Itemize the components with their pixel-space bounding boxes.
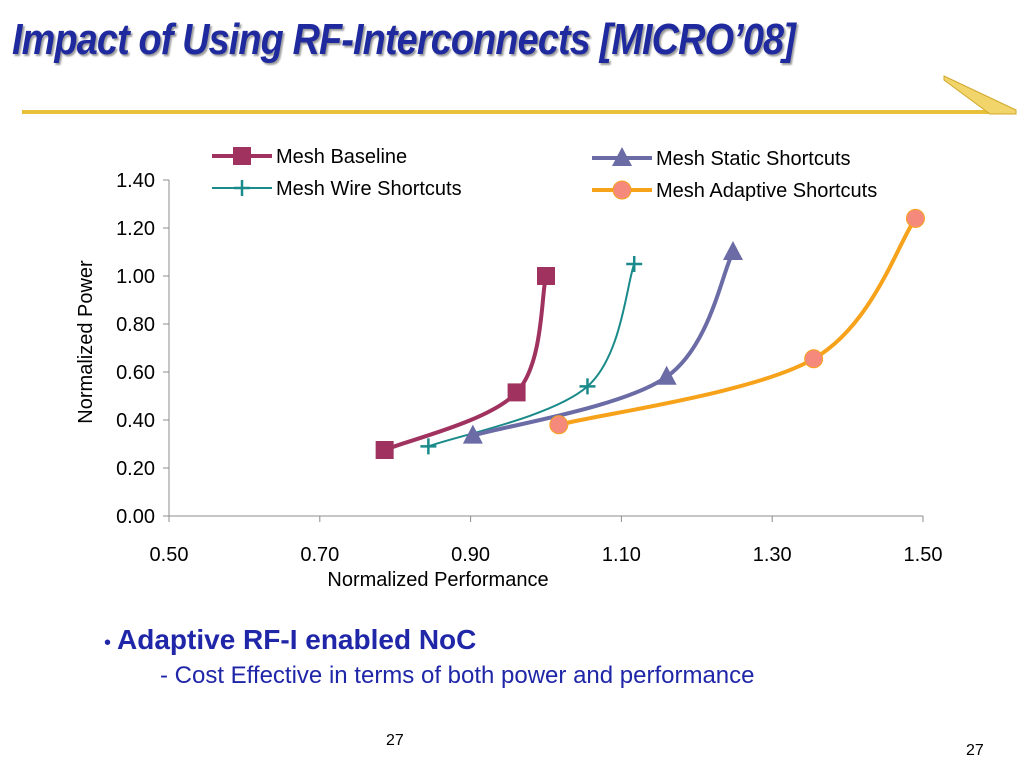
legend-marker [612, 147, 632, 166]
legend-label: Mesh Baseline [276, 146, 407, 168]
power-performance-chart: 0.00 0.20 0.40 0.60 0.80 1.00 1.20 1.40 0.50 0.70… [75, 146, 942, 591]
legend-label: Mesh Static Shortcuts [656, 148, 851, 170]
title-rule-line [22, 110, 1016, 114]
x-axis-title: Normalized Performance [327, 569, 548, 591]
y-axis-title: Normalized Power [75, 260, 97, 424]
x-tick-label: 1.50 [904, 544, 943, 566]
series-line-mesh-static-shortcuts [470, 250, 735, 438]
title-divider [22, 75, 1017, 115]
slide-title: Impact of Using RF-Interconnects [MICRO’… [12, 15, 796, 64]
series-mesh-adaptive-shortcuts [549, 208, 925, 435]
legend-marker [233, 147, 251, 165]
y-tick-label: 0.20 [116, 458, 155, 480]
data-point-mesh-baseline [537, 267, 555, 285]
x-tick-label: 0.50 [150, 544, 189, 566]
legend-label: Mesh Adaptive Shortcuts [656, 180, 877, 202]
data-point-mesh-baseline [507, 383, 526, 402]
data-point-mesh-wire-shortcuts [579, 378, 596, 395]
data-point-mesh-adaptive-shortcuts [804, 349, 824, 369]
legend-label: Mesh Wire Shortcuts [276, 178, 462, 200]
series-mesh-static-shortcuts [462, 241, 743, 444]
x-tick-label: 0.90 [451, 544, 490, 566]
x-tick-label: 1.30 [753, 544, 792, 566]
page-number-center: 27 [386, 732, 404, 749]
legend-marker [234, 180, 250, 196]
series-line-mesh-wire-shortcuts [427, 263, 636, 448]
chart-legend: Mesh Baseline Mesh Wire Shortcuts Mesh Sta… [212, 146, 877, 202]
legend-marker [612, 180, 632, 200]
y-tick-label: 0.40 [116, 410, 155, 432]
data-point-mesh-adaptive-shortcuts [549, 415, 569, 435]
data-point-mesh-baseline [375, 441, 394, 459]
bullet-text: Adaptive RF-I enabled NoC [117, 624, 477, 655]
y-tick-label: 1.00 [116, 266, 155, 288]
data-point-mesh-wire-shortcuts [420, 438, 437, 455]
legend-item-mesh-static-shortcuts: Mesh Static Shortcuts [592, 147, 851, 170]
sub-bullet-text: - Cost Effective in terms of both power … [160, 662, 755, 689]
legend-item-mesh-wire-shortcuts: Mesh Wire Shortcuts [212, 178, 462, 200]
bullet-list: • Adaptive RF-I enabled NoC - Cost Effec… [104, 624, 755, 690]
legend-item-mesh-baseline: Mesh Baseline [212, 146, 407, 168]
y-tick-label: 1.40 [116, 170, 155, 192]
x-tick-label: 1.10 [602, 544, 641, 566]
y-tick-label: 0.80 [116, 314, 155, 336]
legend-item-mesh-adaptive-shortcuts: Mesh Adaptive Shortcuts [592, 180, 877, 202]
x-tick-label: 0.70 [300, 544, 339, 566]
title-rule-arrow [943, 75, 1017, 115]
y-tick-label: 0.00 [116, 506, 155, 528]
data-point-mesh-static-shortcuts [462, 424, 483, 444]
series-mesh-baseline [375, 267, 555, 459]
data-point-mesh-static-shortcuts [656, 365, 677, 385]
y-tick-label: 1.20 [116, 218, 155, 240]
data-point-mesh-wire-shortcuts [626, 256, 643, 272]
chart-series [375, 208, 925, 459]
data-point-mesh-adaptive-shortcuts [905, 208, 925, 228]
bullet-item: • Adaptive RF-I enabled NoC [104, 624, 755, 656]
y-tick-label: 0.60 [116, 362, 155, 384]
page-number-right: 27 [966, 742, 984, 759]
series-mesh-wire-shortcuts [420, 256, 643, 455]
data-point-mesh-static-shortcuts [722, 241, 743, 260]
bullet-dot: • [104, 632, 112, 654]
chart-axes: 0.00 0.20 0.40 0.60 0.80 1.00 1.20 1.40 0.50 0.70… [75, 170, 942, 591]
